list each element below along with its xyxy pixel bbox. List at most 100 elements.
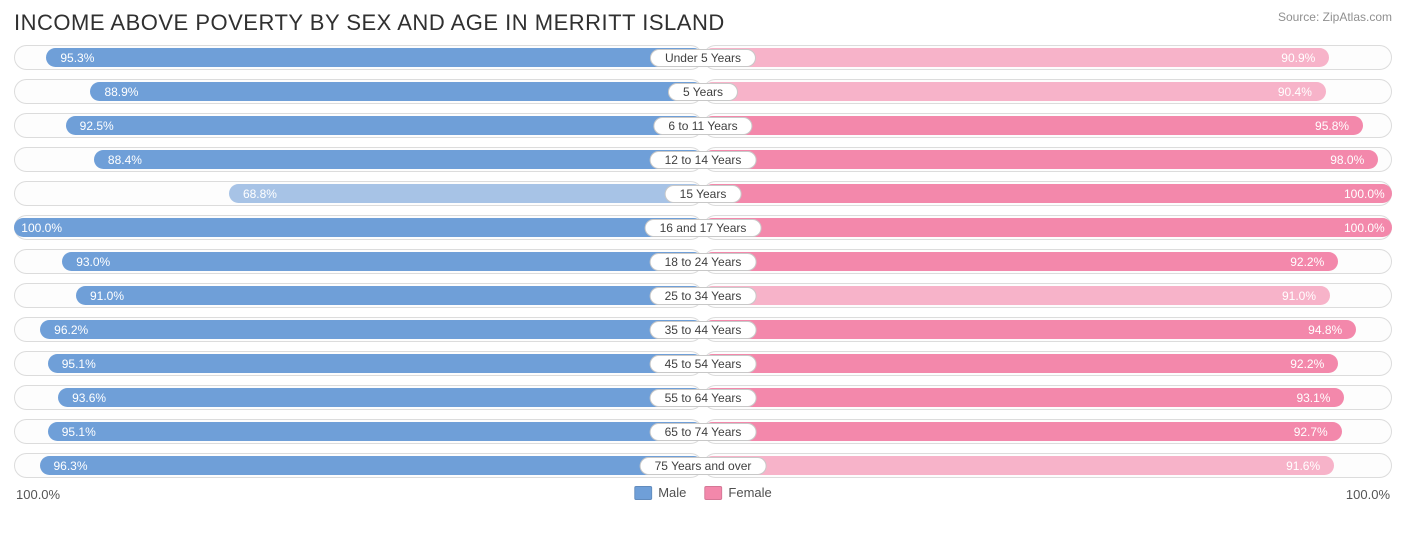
female-value: 90.9% <box>1281 51 1315 65</box>
female-value: 91.0% <box>1282 289 1316 303</box>
male-value: 95.1% <box>62 425 96 439</box>
female-half: 100.0% <box>703 212 1392 243</box>
female-value: 95.8% <box>1315 119 1349 133</box>
axis-right-label: 100.0% <box>1346 487 1390 502</box>
male-half: 92.5% <box>14 110 703 141</box>
male-value: 93.6% <box>72 391 106 405</box>
chart-row: 92.5% 95.8% 6 to 11 Years <box>14 110 1392 141</box>
category-label: 75 Years and over <box>640 457 767 475</box>
male-half: 68.8% <box>14 178 703 209</box>
female-bar <box>703 388 1344 407</box>
female-half: 98.0% <box>703 144 1392 175</box>
chart-row: 100.0%100.0%16 and 17 Years <box>14 212 1392 243</box>
male-half: 95.3% <box>14 42 703 73</box>
male-bar <box>40 320 703 339</box>
female-half: 90.4% <box>703 76 1392 107</box>
female-half: 92.2% <box>703 348 1392 379</box>
male-value: 96.3% <box>53 459 87 473</box>
male-half: 95.1% <box>14 416 703 447</box>
legend-female-label: Female <box>728 485 771 500</box>
chart-row: 93.6% 93.1% 55 to 64 Years <box>14 382 1392 413</box>
male-half: 88.4% <box>14 144 703 175</box>
chart-title: INCOME ABOVE POVERTY BY SEX AND AGE IN M… <box>14 10 725 36</box>
female-bar <box>703 320 1356 339</box>
axis-left-label: 100.0% <box>16 487 60 502</box>
category-label: 15 Years <box>665 185 742 203</box>
category-label: 65 to 74 Years <box>650 423 757 441</box>
category-label: Under 5 Years <box>650 49 756 67</box>
category-label: 25 to 34 Years <box>650 287 757 305</box>
female-bar <box>703 354 1338 373</box>
male-bar <box>90 82 703 101</box>
male-value: 88.9% <box>104 85 138 99</box>
female-value: 91.6% <box>1286 459 1320 473</box>
male-value: 92.5% <box>80 119 114 133</box>
legend-female: Female <box>704 485 771 500</box>
female-value: 92.2% <box>1290 255 1324 269</box>
chart-row: 96.3% 91.6% 75 Years and over <box>14 450 1392 481</box>
female-bar <box>703 82 1326 101</box>
male-bar <box>48 422 703 441</box>
legend-female-swatch <box>704 486 722 500</box>
chart-row: 91.0% 91.0% 25 to 34 Years <box>14 280 1392 311</box>
female-half: 100.0% <box>703 178 1392 209</box>
legend-male-swatch <box>634 486 652 500</box>
legend-male: Male <box>634 485 686 500</box>
male-value: 96.2% <box>54 323 88 337</box>
male-bar <box>14 218 703 237</box>
female-value: 93.1% <box>1296 391 1330 405</box>
male-half: 88.9% <box>14 76 703 107</box>
chart-row: 88.9% 90.4%5 Years <box>14 76 1392 107</box>
diverging-bar-chart: 95.3% 90.9% Under 5 Years 88.9% 90.4%5 Years… <box>14 42 1392 481</box>
chart-row: 95.3% 90.9% Under 5 Years <box>14 42 1392 73</box>
male-half: 93.6% <box>14 382 703 413</box>
male-bar <box>46 48 703 67</box>
category-label: 35 to 44 Years <box>650 321 757 339</box>
female-bar <box>703 218 1392 237</box>
chart-row: 88.4% 98.0% 12 to 14 Years <box>14 144 1392 175</box>
male-bar <box>229 184 703 203</box>
chart-row: 95.1% 92.7%65 to 74 Years <box>14 416 1392 447</box>
category-label: 45 to 54 Years <box>650 355 757 373</box>
legend: Male Female <box>634 485 772 500</box>
category-label: 5 Years <box>668 83 738 101</box>
female-value: 94.8% <box>1308 323 1342 337</box>
female-value: 98.0% <box>1330 153 1364 167</box>
female-bar <box>703 48 1329 67</box>
male-bar <box>76 286 703 305</box>
male-bar <box>94 150 703 169</box>
male-bar <box>58 388 703 407</box>
male-half: 93.0% <box>14 246 703 277</box>
male-value: 91.0% <box>90 289 124 303</box>
male-value: 95.1% <box>62 357 96 371</box>
female-value: 100.0% <box>1344 187 1385 201</box>
female-bar <box>703 150 1378 169</box>
male-half: 91.0% <box>14 280 703 311</box>
female-bar <box>703 456 1334 475</box>
male-value: 88.4% <box>108 153 142 167</box>
female-half: 93.1% <box>703 382 1392 413</box>
female-bar <box>703 286 1330 305</box>
female-half: 92.7% <box>703 416 1392 447</box>
female-bar <box>703 184 1392 203</box>
female-half: 92.2% <box>703 246 1392 277</box>
male-value: 95.3% <box>60 51 94 65</box>
chart-row: 96.2% 94.8% 35 to 44 Years <box>14 314 1392 345</box>
female-bar <box>703 116 1363 135</box>
male-value: 100.0% <box>21 221 62 235</box>
female-half: 94.8% <box>703 314 1392 345</box>
category-label: 55 to 64 Years <box>650 389 757 407</box>
female-value: 100.0% <box>1344 221 1385 235</box>
male-value: 93.0% <box>76 255 110 269</box>
chart-header: INCOME ABOVE POVERTY BY SEX AND AGE IN M… <box>14 10 1392 36</box>
female-bar <box>703 252 1338 271</box>
female-half: 91.0% <box>703 280 1392 311</box>
category-label: 12 to 14 Years <box>650 151 757 169</box>
category-label: 18 to 24 Years <box>650 253 757 271</box>
category-label: 6 to 11 Years <box>653 117 752 135</box>
male-half: 95.1% <box>14 348 703 379</box>
female-half: 90.9% <box>703 42 1392 73</box>
male-value: 68.8% <box>243 187 277 201</box>
chart-footer: 100.0% Male Female 100.0% <box>14 485 1392 509</box>
male-bar <box>62 252 703 271</box>
